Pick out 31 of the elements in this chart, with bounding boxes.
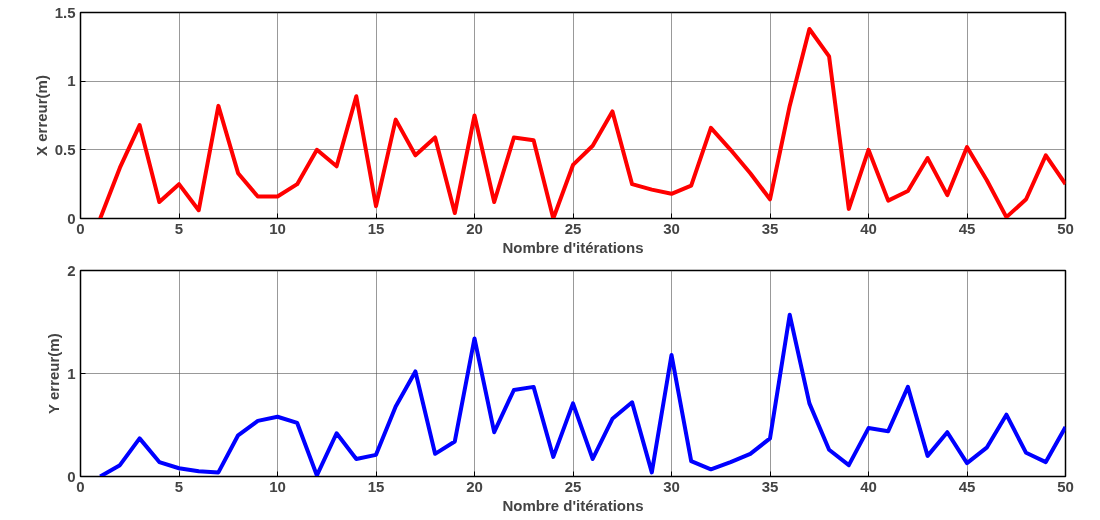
x-tick-label: 35 xyxy=(761,477,779,495)
x-tick-label: 15 xyxy=(367,477,385,495)
y-tick-label: 2 xyxy=(67,261,76,279)
x-tick-label: 5 xyxy=(174,477,184,495)
x-tick-label: 25 xyxy=(564,477,582,495)
x-tick-label: 25 xyxy=(564,219,582,237)
y-tick-label: 1.5 xyxy=(54,3,76,21)
x-tick-label: 45 xyxy=(958,219,976,237)
y-tick-label: 0.5 xyxy=(54,140,76,158)
x-tick-label: 20 xyxy=(466,477,483,495)
x-tick-label: 15 xyxy=(367,219,385,237)
y-tick-label: 1 xyxy=(67,364,76,382)
x-tick-label: 10 xyxy=(269,477,286,495)
x-tick-label: 40 xyxy=(860,477,877,495)
x-tick-label: 50 xyxy=(1057,477,1074,495)
x-tick-label: 40 xyxy=(860,219,877,237)
x-tick-label: 30 xyxy=(663,219,680,237)
x-tick-label: 20 xyxy=(466,219,483,237)
x-tick-label: 50 xyxy=(1057,219,1074,237)
x-tick-label: 45 xyxy=(958,477,976,495)
line-series xyxy=(98,312,1066,477)
x-tick-label: 5 xyxy=(174,219,184,237)
x-axis-title: Nombre d'itérations xyxy=(502,496,644,514)
x-axis-title: Nombre d'itérations xyxy=(502,238,644,256)
x-tick-label: 10 xyxy=(269,219,286,237)
y-axis-title: X erreur(m) xyxy=(32,75,50,156)
y-tick-label: 1 xyxy=(67,72,76,90)
y-axis-title: Y erreur(m) xyxy=(45,333,63,414)
x-tick-label: 30 xyxy=(663,477,680,495)
x-tick-label: 35 xyxy=(761,219,779,237)
line-series xyxy=(98,26,1066,219)
